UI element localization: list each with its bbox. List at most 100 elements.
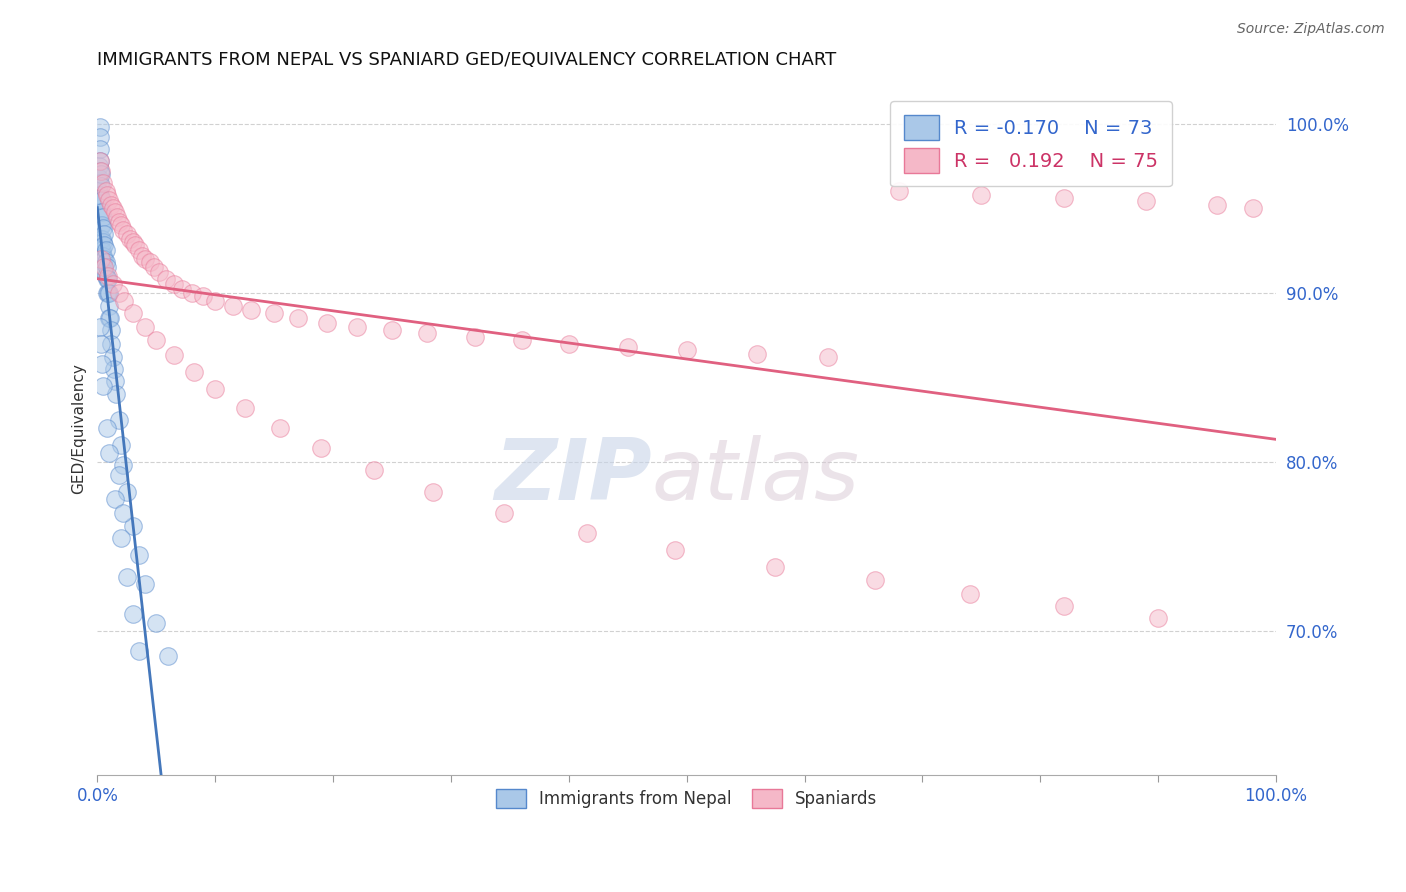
Point	[510, 333, 533, 347]
Point	[112, 506, 135, 520]
Point	[1053, 599, 1076, 613]
Point	[204, 382, 226, 396]
Point	[1135, 194, 1157, 209]
Point	[492, 506, 515, 520]
Point	[97, 272, 120, 286]
Point	[94, 255, 117, 269]
Point	[1147, 610, 1170, 624]
Point	[110, 438, 132, 452]
Point	[100, 323, 122, 337]
Point	[98, 311, 121, 326]
Point	[316, 316, 339, 330]
Point	[97, 285, 120, 300]
Point	[96, 187, 118, 202]
Point	[91, 232, 114, 246]
Point	[90, 164, 112, 178]
Point	[93, 238, 115, 252]
Point	[91, 244, 114, 258]
Point	[107, 215, 129, 229]
Point	[115, 227, 138, 241]
Point	[91, 210, 114, 224]
Point	[91, 379, 114, 393]
Point	[89, 130, 111, 145]
Point	[115, 485, 138, 500]
Point	[93, 260, 115, 275]
Point	[422, 485, 444, 500]
Point	[101, 201, 124, 215]
Point	[97, 268, 120, 283]
Point	[664, 542, 686, 557]
Point	[93, 252, 115, 266]
Point	[363, 463, 385, 477]
Point	[107, 468, 129, 483]
Point	[90, 232, 112, 246]
Point	[89, 164, 111, 178]
Point	[747, 346, 769, 360]
Point	[94, 244, 117, 258]
Point	[204, 294, 226, 309]
Point	[112, 458, 135, 473]
Point	[128, 644, 150, 658]
Point	[134, 252, 156, 266]
Point	[112, 223, 135, 237]
Point	[100, 336, 122, 351]
Text: atlas: atlas	[651, 435, 859, 518]
Point	[91, 193, 114, 207]
Point	[121, 519, 143, 533]
Point	[89, 153, 111, 168]
Point	[91, 204, 114, 219]
Point	[233, 401, 256, 415]
Point	[91, 255, 114, 269]
Point	[128, 244, 150, 258]
Point	[90, 179, 112, 194]
Point	[269, 421, 291, 435]
Point	[96, 272, 118, 286]
Point	[90, 336, 112, 351]
Point	[134, 319, 156, 334]
Point	[98, 285, 121, 300]
Point	[91, 249, 114, 263]
Point	[1053, 191, 1076, 205]
Point	[91, 235, 114, 249]
Point	[675, 343, 697, 358]
Point	[110, 218, 132, 232]
Point	[817, 350, 839, 364]
Point	[93, 265, 115, 279]
Point	[101, 350, 124, 364]
Point	[134, 576, 156, 591]
Point	[87, 170, 110, 185]
Text: ZIP: ZIP	[494, 435, 651, 518]
Point	[87, 193, 110, 207]
Point	[98, 311, 121, 326]
Point	[89, 319, 111, 334]
Point	[89, 176, 111, 190]
Point	[575, 525, 598, 540]
Point	[96, 421, 118, 435]
Point	[1241, 201, 1264, 215]
Point	[959, 587, 981, 601]
Point	[107, 285, 129, 300]
Point	[90, 204, 112, 219]
Point	[763, 559, 786, 574]
Point	[104, 204, 127, 219]
Point	[93, 227, 115, 241]
Point	[105, 387, 128, 401]
Point	[142, 260, 165, 275]
Point	[163, 277, 186, 292]
Point	[464, 330, 486, 344]
Point	[110, 531, 132, 545]
Point	[121, 607, 143, 621]
Point	[98, 446, 121, 460]
Point	[145, 615, 167, 630]
Point	[91, 260, 114, 275]
Point	[1206, 198, 1229, 212]
Point	[263, 306, 285, 320]
Point	[558, 336, 581, 351]
Point	[381, 323, 404, 337]
Point	[91, 176, 114, 190]
Point	[94, 268, 117, 283]
Point	[145, 333, 167, 347]
Point	[128, 548, 150, 562]
Point	[163, 348, 186, 362]
Point	[89, 153, 111, 168]
